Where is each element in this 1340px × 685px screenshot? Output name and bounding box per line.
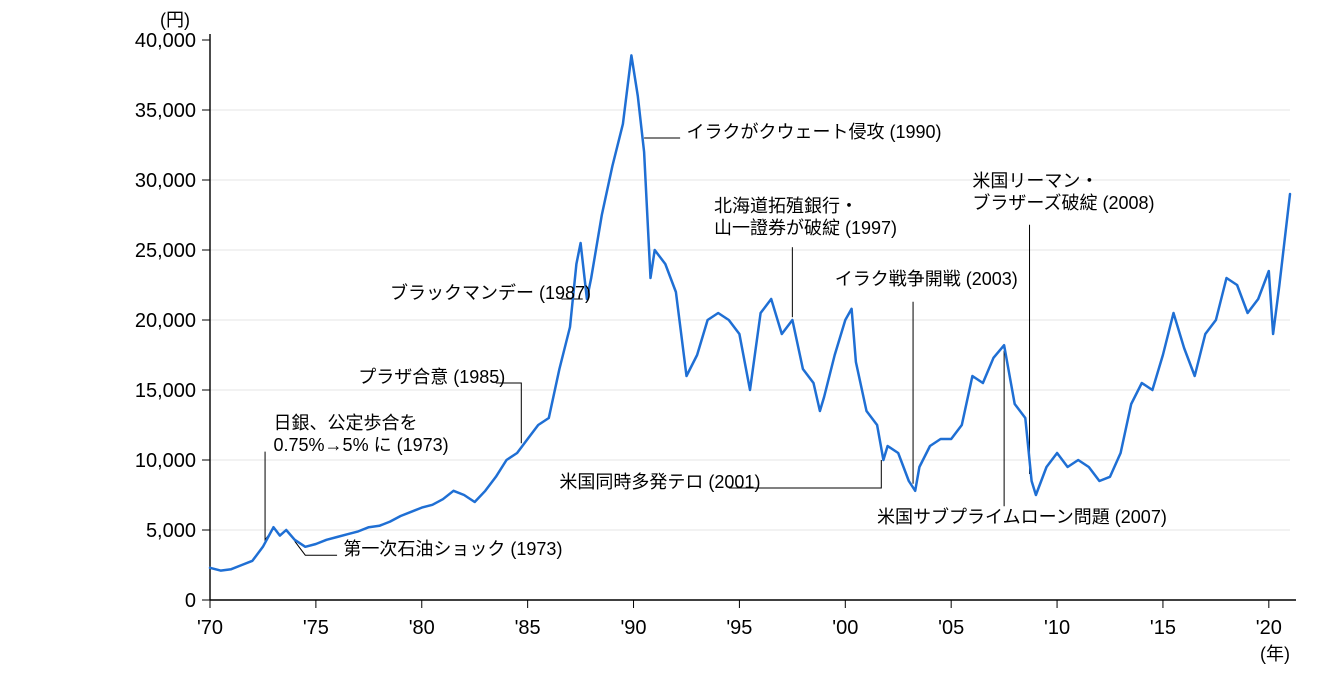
x-tick-label: '95 <box>726 617 752 639</box>
x-tick-label: '80 <box>409 617 435 639</box>
annotation-plaza-1985: プラザ合意 (1985) <box>358 367 505 387</box>
y-tick-label: 10,000 <box>135 450 196 472</box>
annotation-iraq-kuwait-1990: イラクがクウェート侵攻 (1990) <box>686 122 941 142</box>
y-tick-label: 15,000 <box>135 380 196 402</box>
nikkei-line-chart: 0 5,000 10,000 15,000 20,000 25,000 30,000 35,0… <box>0 0 1340 685</box>
x-tick-label: '85 <box>515 617 541 639</box>
annotation-us-911-2001: 米国同時多発テロ (2001) <box>559 472 760 492</box>
chart-svg: 0 5,000 10,000 15,000 20,000 25,000 30,000 35,0… <box>0 0 1340 685</box>
y-tick-label: 0 <box>185 590 196 612</box>
x-tick-label: '90 <box>620 617 646 639</box>
y-tick-label: 20,000 <box>135 310 196 332</box>
y-tick-label: 40,000 <box>135 30 196 52</box>
y-tick-label: 5,000 <box>146 520 196 542</box>
x-tick-label: '10 <box>1044 617 1070 639</box>
x-tick-label: '75 <box>303 617 329 639</box>
x-tick-label: '00 <box>832 617 858 639</box>
annotation-oil-shock-1973: 第一次石油ショック (1973) <box>343 539 562 559</box>
x-tick-label: '15 <box>1150 617 1176 639</box>
annotation-iraq-war-2003: イラク戦争開戦 (2003) <box>835 269 1018 289</box>
x-tick-label: '20 <box>1256 617 1282 639</box>
x-tick-label: '70 <box>197 617 223 639</box>
y-tick-label: 35,000 <box>135 100 196 122</box>
y-tick-label: 30,000 <box>135 170 196 192</box>
y-unit-label: (円) <box>160 10 190 30</box>
annotation-black-monday-1987: ブラックマンデー (1987) <box>390 282 591 303</box>
y-tick-label: 25,000 <box>135 240 196 262</box>
x-tick-label: '05 <box>938 617 964 639</box>
chart-background <box>0 0 1340 685</box>
x-unit-label: (年) <box>1260 644 1290 664</box>
annotation-subprime-2007: 米国サブプライムローン問題 (2007) <box>877 506 1167 527</box>
